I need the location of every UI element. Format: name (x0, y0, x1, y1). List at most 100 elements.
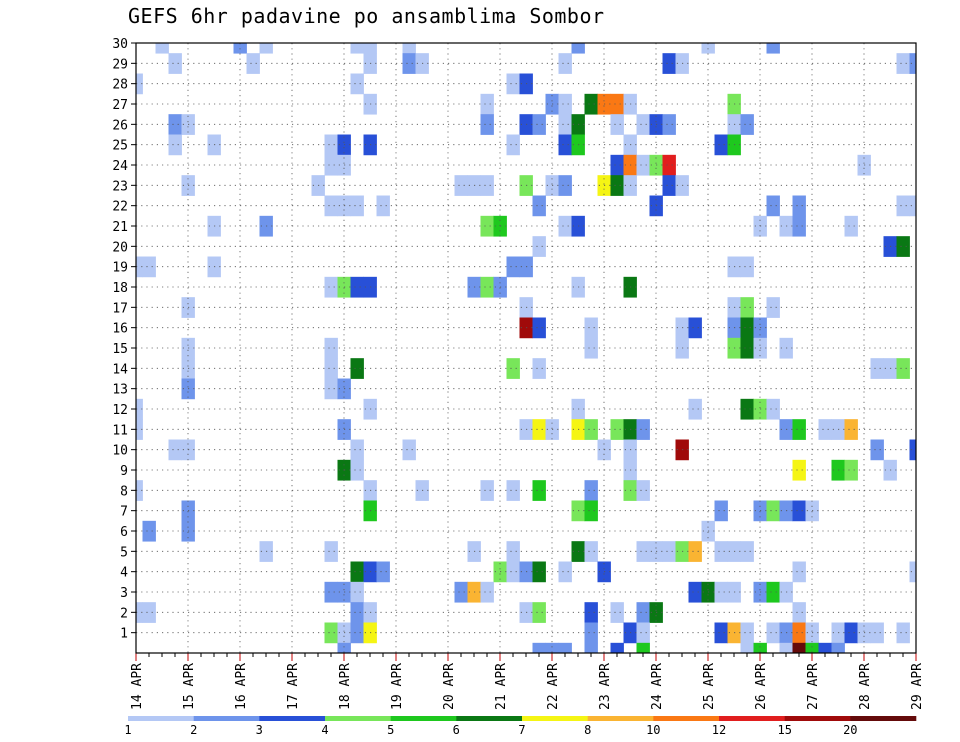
heatmap-cell (610, 419, 624, 440)
y-axis-labels: 1234567891011121314151617181920212223242… (112, 37, 128, 642)
heatmap-cell (805, 642, 819, 654)
heatmap-cell (324, 622, 338, 644)
colorbar-swatch (128, 716, 194, 721)
colorbar-swatch (850, 716, 917, 721)
heatmap-cell (506, 480, 520, 501)
heatmap-cell (350, 581, 364, 603)
heatmap-cell (766, 622, 780, 644)
heatmap-cell (896, 53, 910, 74)
heatmap-cell (792, 561, 806, 583)
heatmap-cell (909, 53, 917, 74)
colorbar-swatch (325, 716, 391, 721)
heatmap-cells (136, 43, 917, 654)
heatmap-cell (584, 642, 598, 654)
heatmap-cell (350, 439, 364, 461)
x-tick-label: 19 APR (390, 663, 405, 710)
y-tick-label: 1 (120, 627, 128, 642)
heatmap-cell (714, 500, 728, 522)
heatmap-cell (792, 602, 806, 623)
heatmap-cell (480, 93, 494, 115)
heatmap-cell (792, 459, 806, 481)
heatmap-cell (558, 642, 572, 654)
heatmap-cell (766, 43, 780, 54)
heatmap-cell (766, 398, 780, 420)
y-tick-label: 20 (112, 240, 128, 255)
colorbar-label: 7 (518, 723, 525, 737)
heatmap-cell (896, 195, 910, 217)
y-tick-label: 26 (112, 118, 128, 133)
heatmap-cell (792, 642, 806, 654)
heatmap-cell (610, 114, 624, 135)
colorbar-swatch (193, 716, 260, 721)
y-tick-label: 8 (120, 484, 128, 499)
heatmap-cell (480, 480, 494, 501)
heatmap-cell (740, 317, 754, 339)
colorbar-swatch (719, 716, 785, 721)
y-tick-label: 25 (112, 139, 128, 154)
heatmap-cell (714, 581, 728, 603)
heatmap-cell (636, 114, 650, 135)
y-tick-label: 11 (112, 423, 128, 438)
y-tick-label: 16 (112, 322, 128, 337)
heatmap-cell (584, 622, 598, 644)
heatmap-cell (740, 256, 754, 278)
heatmap-cell (610, 602, 624, 623)
heatmap-cell (584, 602, 598, 623)
heatmap-cell (168, 114, 182, 135)
colorbar-label: 3 (256, 723, 263, 737)
heatmap-cell (532, 602, 546, 623)
heatmap-cell (558, 561, 572, 583)
heatmap-cell (259, 43, 273, 54)
heatmap-cell (766, 195, 780, 217)
heatmap-cell (792, 195, 806, 217)
heatmap-cell (506, 73, 520, 95)
x-tick-label: 29 APR (910, 663, 925, 710)
heatmap-cell (740, 622, 754, 644)
colorbar (128, 716, 917, 721)
heatmap-cell (558, 215, 572, 237)
heatmap-cell (350, 561, 364, 583)
colorbar-label: 12 (712, 723, 726, 737)
x-tick-label: 28 APR (858, 663, 873, 710)
heatmap-cell (584, 541, 598, 562)
colorbar-swatch (784, 716, 851, 721)
heatmap-cell (480, 175, 494, 196)
y-tick-label: 30 (112, 37, 128, 52)
heatmap-cell (662, 53, 676, 74)
heatmap-cell (779, 642, 793, 654)
heatmap-cell (740, 398, 754, 420)
heatmap-cell (142, 602, 156, 623)
heatmap-cell (610, 154, 624, 176)
heatmap-cell (168, 134, 182, 156)
heatmap-cell (558, 175, 572, 196)
heatmap-cell (740, 337, 754, 359)
heatmap-cell (688, 581, 702, 603)
heatmap-cell (831, 642, 845, 654)
heatmap-cell (766, 500, 780, 522)
heatmap-cell (506, 561, 520, 583)
heatmap-cell (870, 358, 884, 379)
x-tick-label: 20 APR (442, 663, 457, 710)
x-tick-label: 23 APR (598, 663, 613, 710)
heatmap-cell (532, 114, 546, 135)
heatmap-cell (714, 134, 728, 156)
heatmap-cell (532, 561, 546, 583)
heatmap-cell (740, 642, 754, 654)
heatmap-cell (324, 276, 338, 298)
heatmap-cell (532, 236, 546, 257)
y-tick-label: 19 (112, 261, 128, 276)
heatmap-cell (454, 175, 468, 196)
heatmap-cell (376, 561, 390, 583)
heatmap-cell (136, 602, 143, 623)
y-tick-label: 15 (112, 342, 128, 357)
heatmap-cell (740, 297, 754, 318)
heatmap-cell (350, 602, 364, 623)
heatmap-cell (532, 419, 546, 440)
heatmap-cell (558, 134, 572, 156)
y-tick-label: 23 (112, 179, 128, 194)
heatmap-cell (454, 581, 468, 603)
heatmap-cell (324, 358, 338, 379)
axis-ticks (131, 42, 917, 661)
colorbar-labels: 1 2 3 4 5 6 7 8 10 12 15 20 (124, 723, 857, 737)
